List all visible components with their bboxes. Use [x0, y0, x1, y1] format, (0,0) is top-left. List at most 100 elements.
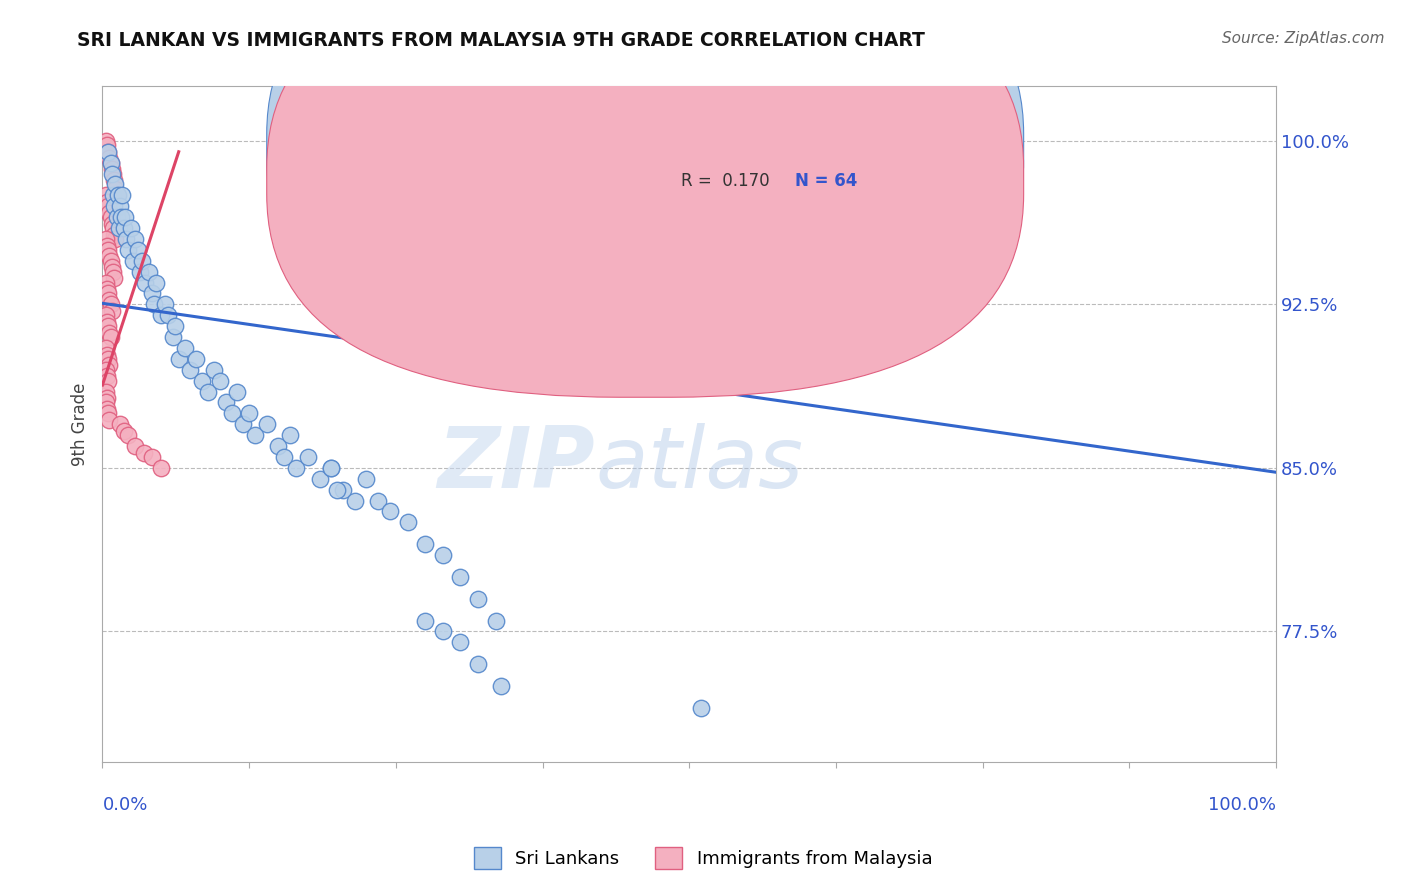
Point: [97, 145, 120, 159]
Point: [356, 472, 378, 486]
Point: [432, 624, 454, 639]
Point: [413, 614, 436, 628]
Point: [94, 134, 117, 148]
Point: [101, 217, 124, 231]
FancyBboxPatch shape: [267, 0, 1024, 397]
Point: [97, 243, 120, 257]
Point: [98, 249, 121, 263]
Point: [191, 374, 214, 388]
Point: [96, 238, 118, 252]
Point: [124, 232, 146, 246]
Point: [143, 297, 166, 311]
Point: [96, 369, 118, 384]
Point: [94, 395, 117, 409]
Point: [100, 330, 122, 344]
Point: [104, 182, 127, 196]
Point: [141, 450, 163, 464]
Point: [157, 308, 180, 322]
Point: [491, 679, 513, 693]
Point: [96, 282, 118, 296]
Text: N = 73: N = 73: [794, 138, 858, 156]
Point: [98, 413, 121, 427]
Point: [145, 276, 167, 290]
Point: [94, 341, 117, 355]
Point: [94, 188, 117, 202]
Point: [238, 406, 260, 420]
Point: [378, 504, 401, 518]
Point: [94, 308, 117, 322]
Point: [107, 188, 129, 202]
Point: [243, 428, 266, 442]
Text: SRI LANKAN VS IMMIGRANTS FROM MALAYSIA 9TH GRADE CORRELATION CHART: SRI LANKAN VS IMMIGRANTS FROM MALAYSIA 9…: [77, 31, 925, 50]
Text: 100.0%: 100.0%: [1208, 796, 1277, 814]
Point: [104, 232, 127, 246]
Text: 0.0%: 0.0%: [103, 796, 148, 814]
Point: [108, 199, 131, 213]
Point: [179, 363, 201, 377]
Point: [96, 194, 118, 209]
Point: [173, 341, 195, 355]
Point: [297, 450, 319, 464]
Point: [101, 265, 124, 279]
Point: [110, 210, 132, 224]
Point: [120, 221, 142, 235]
Point: [105, 210, 128, 224]
Point: [167, 351, 190, 366]
Text: ZIP: ZIP: [437, 424, 595, 507]
Point: [197, 384, 219, 399]
Legend: Sri Lankans, Immigrants from Malaysia: Sri Lankans, Immigrants from Malaysia: [467, 839, 939, 876]
Point: [112, 424, 135, 438]
Y-axis label: 9th Grade: 9th Grade: [72, 383, 89, 466]
Point: [101, 221, 124, 235]
Point: [226, 384, 249, 399]
Point: [321, 461, 343, 475]
Point: [208, 374, 231, 388]
FancyBboxPatch shape: [602, 117, 907, 211]
Point: [97, 199, 120, 213]
Point: [96, 347, 118, 361]
Point: [273, 450, 295, 464]
Point: [100, 253, 122, 268]
Point: [150, 308, 173, 322]
Point: [484, 614, 506, 628]
Point: [108, 221, 131, 235]
Point: [103, 199, 125, 213]
Point: [94, 363, 117, 377]
Point: [101, 260, 124, 275]
Point: [232, 417, 254, 432]
Point: [467, 657, 489, 672]
Point: [413, 537, 436, 551]
Point: [94, 232, 117, 246]
Point: [134, 276, 156, 290]
Point: [101, 167, 124, 181]
Point: [165, 319, 187, 334]
Point: [97, 406, 120, 420]
Point: [321, 461, 343, 475]
FancyBboxPatch shape: [267, 0, 1024, 363]
Point: [132, 445, 155, 459]
Point: [97, 286, 120, 301]
Point: [115, 232, 138, 246]
Point: [103, 227, 125, 242]
Point: [101, 304, 124, 318]
Point: [221, 406, 243, 420]
Point: [367, 493, 389, 508]
Point: [308, 472, 330, 486]
Text: atlas: atlas: [595, 424, 803, 507]
Point: [343, 493, 366, 508]
Point: [98, 359, 121, 373]
Point: [690, 700, 713, 714]
Point: [104, 178, 127, 192]
Point: [396, 516, 419, 530]
Point: [432, 548, 454, 562]
Point: [278, 428, 301, 442]
Point: [214, 395, 236, 409]
Point: [97, 319, 120, 334]
Point: [124, 439, 146, 453]
Point: [96, 315, 118, 329]
Point: [94, 384, 117, 399]
Point: [101, 162, 124, 177]
Point: [108, 417, 131, 432]
Point: [96, 138, 118, 153]
Point: [141, 286, 163, 301]
